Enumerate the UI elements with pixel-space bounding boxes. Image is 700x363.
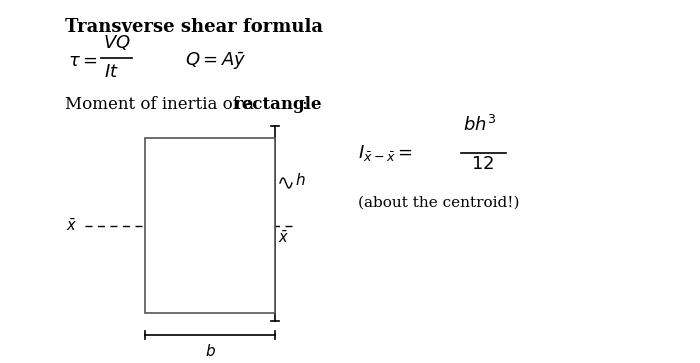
Text: $\bar{x}$: $\bar{x}$ (66, 217, 77, 233)
Text: $\bar{x}$: $\bar{x}$ (278, 229, 289, 245)
Text: Transverse shear formula: Transverse shear formula (65, 18, 323, 36)
Text: $b$: $b$ (204, 343, 216, 359)
Text: $Q = A\bar{y}$: $Q = A\bar{y}$ (185, 50, 246, 72)
Text: $It$: $It$ (104, 63, 119, 81)
Text: $h$: $h$ (295, 172, 306, 188)
Text: $\tau =$: $\tau =$ (68, 52, 97, 70)
Text: $12$: $12$ (471, 155, 494, 173)
Bar (145, 138, 275, 313)
Text: $VQ$: $VQ$ (103, 33, 131, 52)
Text: Moment of inertia of a: Moment of inertia of a (65, 96, 259, 113)
Text: (about the centroid!): (about the centroid!) (358, 196, 519, 210)
Text: $bh^3$: $bh^3$ (463, 115, 496, 135)
Text: :: : (301, 96, 307, 113)
Text: $I_{\bar{x}-\bar{x}} =$: $I_{\bar{x}-\bar{x}} =$ (358, 143, 413, 163)
Text: rectangle: rectangle (233, 96, 321, 113)
